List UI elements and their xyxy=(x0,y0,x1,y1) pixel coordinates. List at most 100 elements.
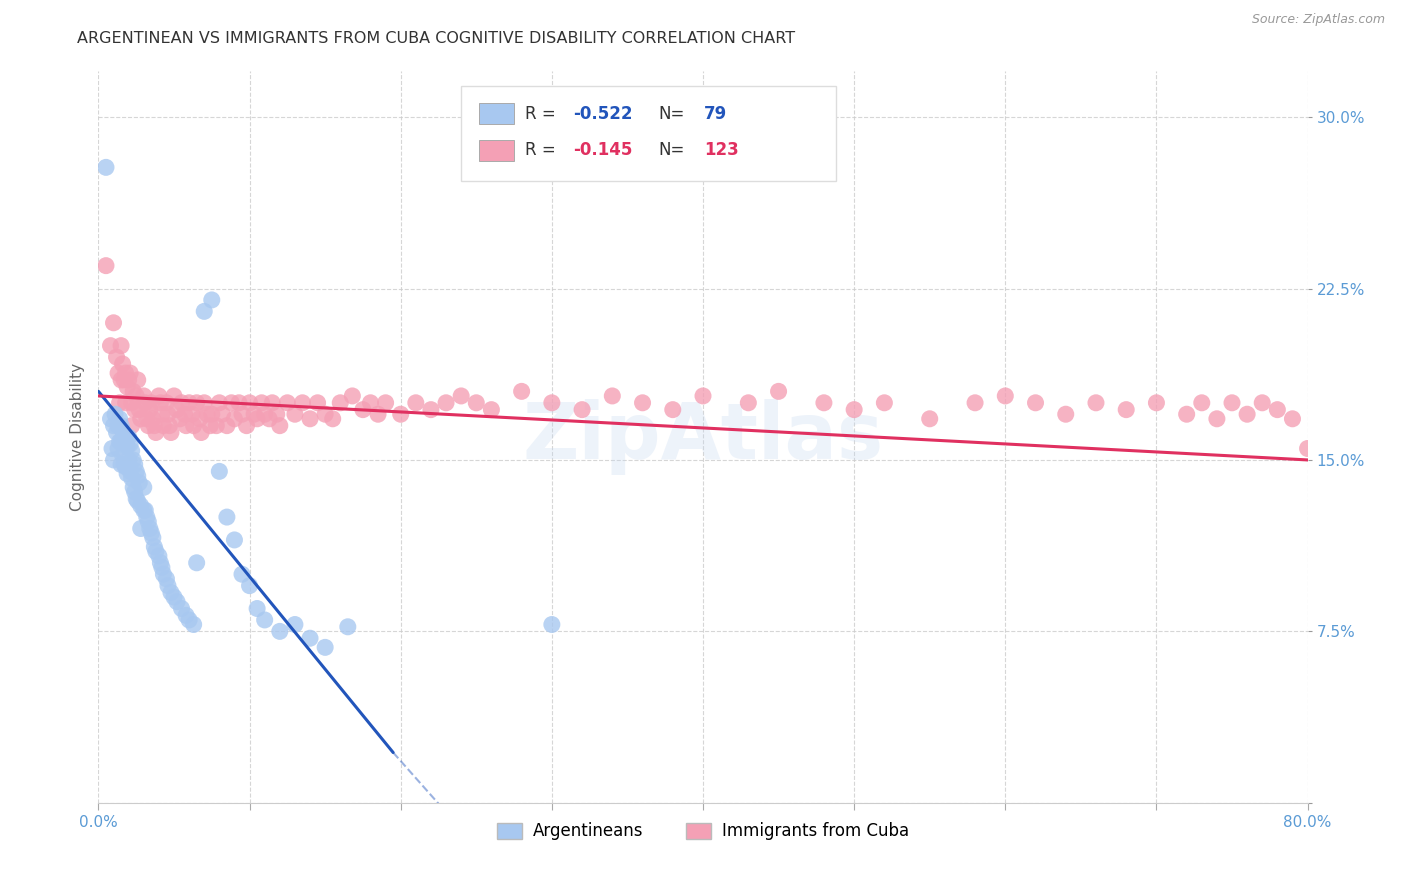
Point xyxy=(215,418,238,433)
Point xyxy=(183,617,205,632)
Point xyxy=(201,293,224,307)
Point xyxy=(465,396,488,410)
Point xyxy=(118,373,141,387)
Point xyxy=(135,412,157,426)
Point xyxy=(224,533,246,547)
Point xyxy=(142,412,165,426)
Point xyxy=(367,407,389,421)
Point xyxy=(94,259,117,273)
FancyBboxPatch shape xyxy=(479,103,515,124)
Point xyxy=(284,617,307,632)
Point xyxy=(124,402,146,417)
Point xyxy=(132,389,155,403)
Point xyxy=(118,430,141,444)
Point xyxy=(205,418,228,433)
Point xyxy=(134,503,156,517)
Point xyxy=(188,412,211,426)
Point xyxy=(136,515,159,529)
Point xyxy=(994,389,1017,403)
Point xyxy=(405,396,427,410)
Point xyxy=(844,402,866,417)
Point xyxy=(510,384,533,399)
Point xyxy=(94,161,117,175)
Point xyxy=(1054,407,1077,421)
Point xyxy=(141,526,163,541)
Point xyxy=(156,579,179,593)
Point xyxy=(128,475,150,490)
Point xyxy=(103,316,125,330)
Point xyxy=(132,503,155,517)
Point xyxy=(737,396,759,410)
Point xyxy=(314,640,336,655)
Point xyxy=(193,396,215,410)
Text: Source: ZipAtlas.com: Source: ZipAtlas.com xyxy=(1251,13,1385,27)
Point xyxy=(139,402,162,417)
Point xyxy=(143,418,166,433)
Point xyxy=(121,471,143,485)
Point xyxy=(163,389,186,403)
Point xyxy=(125,389,148,403)
Point xyxy=(307,396,329,410)
Point xyxy=(115,439,138,453)
Point xyxy=(190,425,212,440)
Point xyxy=(122,453,145,467)
Point xyxy=(228,396,250,410)
Point xyxy=(181,407,204,421)
Point xyxy=(250,396,273,410)
Point xyxy=(269,624,291,639)
Point xyxy=(434,396,457,410)
Point xyxy=(661,402,683,417)
Point xyxy=(246,412,269,426)
Point xyxy=(243,407,266,421)
Point xyxy=(314,407,336,421)
Point xyxy=(201,407,224,421)
Point xyxy=(166,402,188,417)
Point xyxy=(174,418,197,433)
Point xyxy=(136,418,159,433)
Point xyxy=(193,304,215,318)
Point xyxy=(1296,442,1319,456)
Point xyxy=(149,556,172,570)
Point xyxy=(101,442,124,456)
Point xyxy=(1024,396,1046,410)
Point xyxy=(110,458,132,472)
Point xyxy=(284,407,307,421)
Point xyxy=(148,389,170,403)
Point xyxy=(1206,412,1229,426)
Point xyxy=(108,412,131,426)
Point xyxy=(121,396,143,410)
Point xyxy=(141,396,163,410)
Point xyxy=(129,412,152,426)
Point xyxy=(108,396,131,410)
Point xyxy=(374,396,396,410)
Point xyxy=(107,418,129,433)
Point xyxy=(257,412,280,426)
Y-axis label: Cognitive Disability: Cognitive Disability xyxy=(69,363,84,511)
Point xyxy=(129,521,152,535)
Point xyxy=(329,396,352,410)
Point xyxy=(1175,407,1198,421)
Point xyxy=(170,396,193,410)
Point xyxy=(155,396,177,410)
Point xyxy=(150,560,173,574)
Point xyxy=(110,373,132,387)
Point xyxy=(1267,402,1289,417)
Point xyxy=(179,396,201,410)
Point xyxy=(420,402,443,417)
Point xyxy=(183,418,205,433)
Point xyxy=(262,396,284,410)
Point xyxy=(231,407,253,421)
Point xyxy=(253,613,276,627)
Point xyxy=(450,389,472,403)
Point xyxy=(149,396,172,410)
Point xyxy=(195,407,218,421)
Point xyxy=(124,458,146,472)
Point xyxy=(166,595,188,609)
Point xyxy=(571,402,593,417)
Point xyxy=(186,556,208,570)
Point xyxy=(1115,402,1137,417)
Point xyxy=(170,601,193,615)
Point xyxy=(135,510,157,524)
Point xyxy=(111,423,134,437)
Point xyxy=(150,407,173,421)
